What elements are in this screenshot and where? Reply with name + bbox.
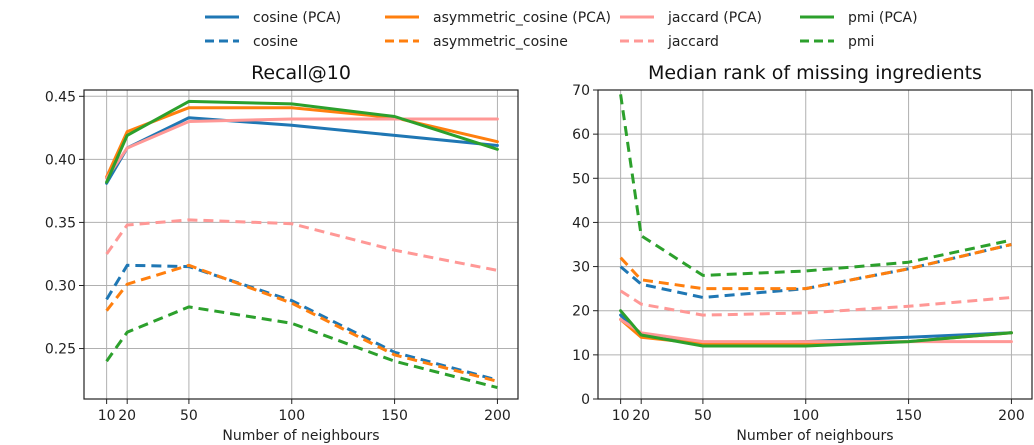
legend-entry: jaccard (PCA): [620, 10, 762, 26]
chart-title: Median rank of missing ingredients: [648, 62, 982, 84]
y-tick-label: 0.35: [45, 215, 76, 231]
series-line-cosine: [619, 243, 1012, 299]
x-tick-label: 10: [612, 408, 630, 424]
x-tick-label: 10: [98, 408, 116, 424]
legend-entry: cosine (PCA): [205, 10, 341, 26]
legend-label: cosine: [253, 34, 298, 50]
legend-label: asymmetric_cosine: [433, 34, 568, 50]
x-tick-label: 20: [118, 408, 136, 424]
series-line-jaccard: [105, 218, 498, 272]
legend-entry: pmi (PCA): [800, 10, 918, 26]
legend-label: pmi (PCA): [848, 10, 918, 26]
series-line-asymmetric-cosine: [105, 263, 498, 383]
y-tick-label: 30: [572, 260, 590, 276]
x-tick-label: 50: [180, 408, 198, 424]
x-axis-label: Number of neighbours: [736, 428, 893, 444]
recall-chart: Recall@10 10 20 50 100 150 200 0.25 0.30 0.35 0.40…: [45, 62, 519, 444]
y-tick-label: 10: [572, 348, 590, 364]
legend-entry: asymmetric_cosine (PCA): [385, 10, 611, 26]
series-line-jaccard: [619, 289, 1012, 317]
y-tick-label: 40: [572, 215, 590, 231]
legend-entry: pmi: [800, 34, 874, 50]
legend-entry: jaccard: [620, 34, 719, 50]
series-line-asymmetric-cosine: [619, 243, 1012, 291]
y-tick-label: 0.25: [45, 342, 76, 358]
plot-frame: [597, 89, 1033, 400]
legend-label: asymmetric_cosine (PCA): [433, 10, 611, 26]
y-tick-label: 0.40: [45, 152, 76, 168]
series-line-pmi: [619, 94, 1012, 277]
x-tick-label: 150: [381, 408, 408, 424]
chart-title: Recall@10: [251, 62, 351, 84]
legend-label: cosine (PCA): [253, 10, 341, 26]
legend-label: jaccard: [667, 34, 719, 50]
legend-entry: asymmetric_cosine: [385, 34, 568, 50]
series-line-pmi: [105, 305, 498, 390]
y-tick-label: 20: [572, 304, 590, 320]
y-tick-label: 60: [572, 127, 590, 143]
x-tick-label: 200: [998, 408, 1025, 424]
plot-frame: [83, 89, 519, 400]
legend-label: pmi: [848, 34, 874, 50]
x-tick-label: 200: [484, 408, 511, 424]
series-line-cosine: [105, 263, 498, 382]
series-line-pmi-pca: [105, 99, 499, 184]
x-tick-label: 100: [792, 408, 819, 424]
y-tick-label: 0.30: [45, 278, 76, 294]
y-tick-label: 0: [581, 392, 590, 408]
series-line-jaccard-pca: [105, 117, 499, 180]
x-tick-label: 50: [694, 408, 712, 424]
legend-entry: cosine: [205, 34, 298, 50]
y-tick-label: 0.45: [45, 89, 76, 105]
x-axis-label: Number of neighbours: [222, 428, 379, 444]
y-tick-label: 70: [572, 83, 590, 99]
legend-label: jaccard (PCA): [667, 10, 762, 26]
legend: cosine (PCA) cosine asymmetric_cosine (PCA…: [205, 10, 918, 50]
x-tick-label: 150: [895, 408, 922, 424]
x-tick-label: 100: [278, 408, 305, 424]
x-tick-label: 20: [632, 408, 650, 424]
series-line-pmi-pca: [619, 309, 1013, 348]
y-tick-label: 50: [572, 171, 590, 187]
